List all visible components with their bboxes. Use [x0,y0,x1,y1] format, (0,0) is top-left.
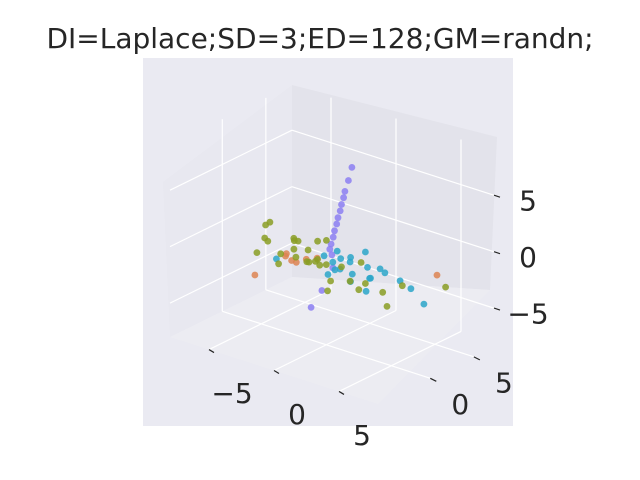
data-point-series-4 [355,286,363,294]
data-point-series-4 [324,287,331,295]
data-point-series-3 [420,300,428,308]
data-point-series-4 [362,280,369,287]
back-pane [292,85,497,290]
data-point-series-4 [357,259,365,266]
z-grid-back [291,129,501,198]
tick-marks [208,194,501,395]
data-point-series-4 [290,245,298,253]
y-grid-floor [222,310,431,379]
data-point-series-3 [362,287,370,295]
z-tick [493,307,501,311]
z-tick-label: −5 [507,298,548,331]
data-point-series-3 [381,269,389,277]
data-point-series-4 [346,277,354,285]
data-point-series-4 [323,237,330,244]
data-points [251,164,449,311]
data-point-series-2 [336,207,344,215]
data-point-series-1 [433,271,441,279]
data-point-series-3 [320,252,328,260]
chart-title: DI=Laplace;SD=3;ED=128;GM=randn; [46,22,593,55]
y-grid-floor [265,289,475,358]
data-point-series-3 [364,264,371,271]
data-point-series-2 [307,304,315,311]
data-point-series-4 [266,218,274,226]
data-point-series-4 [253,249,261,256]
y-tick [430,377,437,382]
z-tick-label: 0 [519,241,537,274]
data-point-series-3 [376,265,384,273]
x-tick-label: −5 [211,377,252,410]
data-point-series-3 [348,270,356,278]
data-point-series-3 [333,247,341,255]
data-point-series-4 [305,258,313,266]
z-tick-label: 5 [519,185,537,218]
data-point-series-4 [442,283,449,291]
x-grid-floor [208,289,332,351]
data-point-series-4 [327,277,334,285]
data-point-series-2 [338,201,345,208]
data-point-series-2 [327,240,335,248]
data-point-series-4 [292,253,300,261]
data-point-series-4 [322,261,330,268]
x-grid-floor [338,330,462,392]
z-grid-left [169,129,293,191]
data-point-series-2 [345,177,352,184]
data-point-series-4 [398,282,406,290]
floor-pane [170,277,490,404]
z-grid-back [291,186,501,255]
z-grid-left [169,186,293,248]
data-point-series-4 [290,237,298,245]
z-tick [493,251,501,255]
data-point-series-3 [324,271,332,278]
data-point-series-3 [337,255,345,262]
data-point-series-3 [347,254,354,261]
x-tick-label: 0 [288,398,306,431]
z-grid-left [169,242,293,304]
data-point-series-2 [333,220,341,228]
axes-panes [163,85,497,404]
x-tick [208,349,215,354]
data-point-series-4 [275,260,282,268]
data-point-series-4 [312,257,319,265]
data-point-series-2 [328,251,336,259]
data-point-series-4 [379,288,387,296]
data-point-series-1 [283,250,290,258]
data-point-series-3 [407,285,415,293]
z-tick [493,194,501,198]
data-point-series-4 [338,263,345,271]
data-point-series-4 [304,246,312,254]
data-point-series-2 [331,227,338,235]
data-point-series-1 [251,271,259,279]
data-point-series-2 [334,214,342,222]
data-point-series-2 [341,188,349,195]
x-tick-label: 5 [353,419,371,452]
data-point-series-3 [362,248,369,256]
data-point-series-2 [348,164,356,171]
y-tick-label: 5 [495,366,513,399]
data-point-series-3 [367,274,374,282]
left-pane [163,85,292,337]
x-tick [273,369,280,375]
data-point-series-4 [314,237,321,245]
y-tick [473,356,481,361]
data-point-series-2 [329,233,337,241]
y-tick-label: 0 [451,388,469,421]
data-point-series-2 [340,194,347,202]
data-point-series-4 [316,261,324,269]
data-point-series-2 [318,287,326,294]
data-point-series-3 [331,266,339,274]
data-point-series-4 [261,234,269,242]
data-point-series-4 [277,250,285,258]
data-point-series-2 [326,245,334,253]
x-grid-floor [273,309,397,372]
x-tick [338,390,345,395]
data-point-series-3 [329,258,337,266]
data-point-series-4 [383,303,391,310]
